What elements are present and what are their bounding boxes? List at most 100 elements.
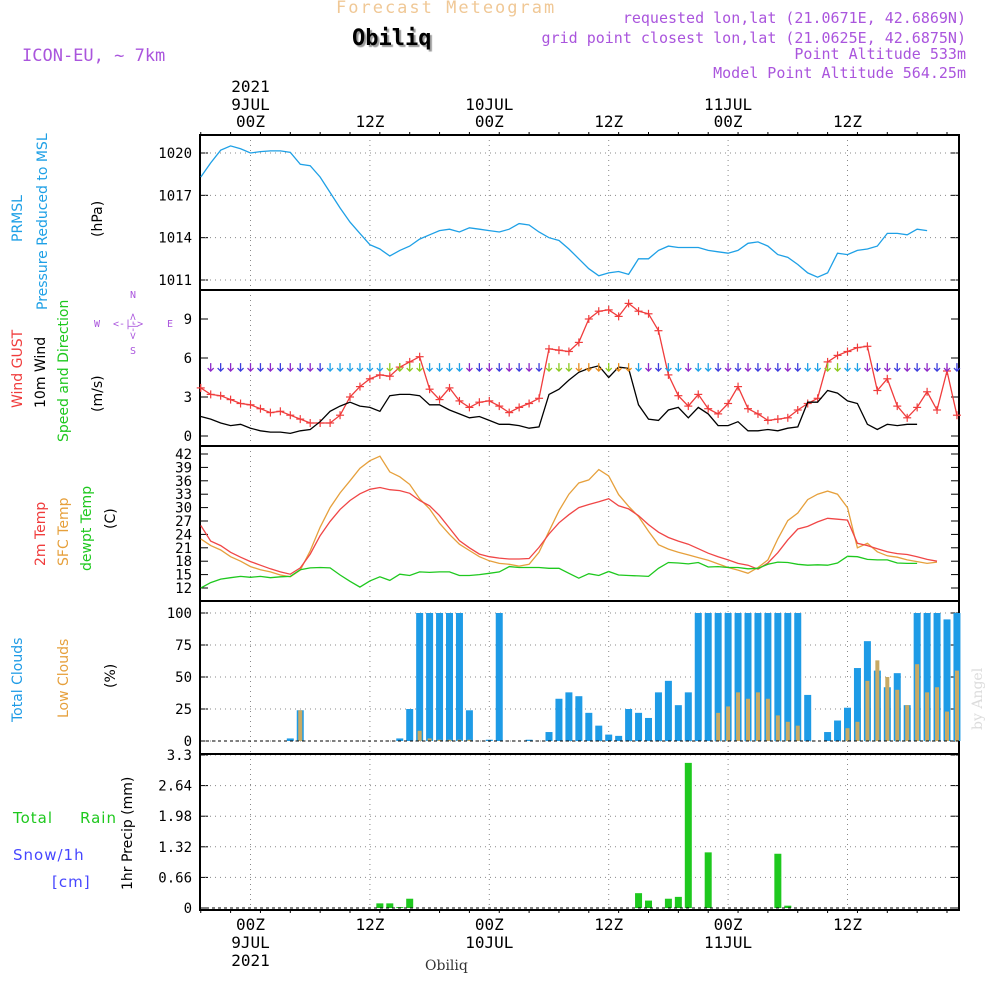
wind-arrow-head [654,367,662,373]
top-day-label: 11JUL [704,95,752,114]
rain-bar [784,905,792,908]
total-cloud-bar [834,720,842,741]
point-altitude: Point Altitude 533m [794,45,966,63]
wind-arrow-head [237,367,245,373]
bottom-day-label: 10JUL [465,933,513,952]
compass-we-axis: <-|-> [113,319,144,330]
wind-arrow-head [933,367,941,373]
bottom-hour-label: 12Z [594,915,623,934]
wind-arrow-head [635,367,643,373]
panel-frame [199,134,960,291]
total-cloud-bar [416,613,424,741]
total-cloud-bar [495,613,503,741]
wind-arrow-head [585,367,593,373]
compass-n: N [130,290,137,301]
wind-arrow-head [475,367,483,373]
wind-arrow-head [575,367,583,373]
total-rain-label-2: Rain [80,809,117,827]
top-hour-label: 00Z [475,112,504,131]
y-tick-label: 50 [175,670,192,686]
wind-arrow-head [873,367,881,373]
y-tick-label: 1017 [158,188,192,204]
y-tick-label: 12 [175,581,192,597]
low-cloud-bar [298,710,303,741]
bottom-day-label: 9JUL [231,933,270,952]
compass-w: W [94,319,101,330]
model-altitude: Model Point Altitude 564.25m [713,64,966,82]
low-cloud-bar [457,739,462,741]
top-hour-label: 12Z [355,112,384,131]
total-cloud-bar [545,732,553,741]
snow-label: Snow/1h [13,846,85,864]
total-cloud-bar [804,694,812,741]
wind-arrow-head [376,367,384,373]
y-tick-label: 33 [175,487,192,503]
y-tick-label: 1.32 [158,840,192,856]
total-cloud-bar [635,712,643,741]
wind-arrow-head [356,367,364,373]
total-cloud-bar [555,698,563,741]
y-tick-label: 3 [184,390,192,406]
wind-arrow-head [684,367,692,373]
wind-arrow-head [565,367,573,373]
low-cloud-bar [785,721,790,741]
wind-arrow-head [485,367,493,373]
wind-arrow-head [724,367,732,373]
wind-arrow-head [943,367,951,373]
dewpt-line [200,555,918,589]
total-cloud-bar [446,613,453,741]
total-cloud-bar [844,707,851,741]
y-tick-label: 6 [184,351,192,367]
top-hour-label: 12Z [594,112,623,131]
bottom-hour-label: 12Z [355,915,384,934]
rain-bar [774,853,782,908]
total-cloud-bar [465,710,473,741]
wind-arrow-head [853,367,861,373]
panel-precip: 0 0.66 1.32 1.98 2.64 3.3 [158,748,960,917]
wind-arrow-head [714,367,722,373]
y-tick-label: 9 [184,312,192,328]
y-tick-label: 42 [175,447,192,463]
total-cloud-bar [824,732,832,741]
low-cloud-bar [736,692,741,741]
sfc-temp-line [200,455,938,578]
low-cloud-bar [746,698,750,741]
total-cloud-bar [575,696,583,741]
y-tick-label: 1011 [158,273,192,289]
wind-arrow-head [247,367,254,373]
y-tick-label: 27 [175,514,192,530]
footer-location: Obiliq [425,958,468,974]
wind-arrow-head [207,367,215,373]
wind-arrow-head [426,367,434,373]
total-cloud-bar [664,680,672,741]
rain-bar [664,898,672,908]
total-cloud-bar [774,613,782,741]
wind-arrow-head [615,367,623,373]
low-cloud-bar [427,738,432,741]
wind-arrow-head [515,367,523,373]
low-cloud-bar [855,721,860,741]
total-cloud-bar [406,709,414,741]
wind-arrow-head [605,367,613,373]
compass-s: S [130,346,137,357]
wind-arrow-head [744,367,752,373]
top-year-label: 2021 [231,77,270,96]
total-cloud-bar [625,709,633,741]
wind-arrow-head [863,367,871,373]
total-cloud-bar [943,619,951,741]
compass-e: E [167,319,174,330]
grid-point: grid point closest lon,lat (21.0625E, 42… [541,29,966,47]
wind-arrow-head [406,367,414,373]
wind-arrow-head [495,367,503,373]
low-cloud-bar [795,725,800,741]
top-hour-label: 00Z [714,112,743,131]
low-cloud-bar [437,739,442,741]
snow-unit-label: [cm] [52,873,91,891]
low-cloud-bar [945,711,949,741]
y-tick-label: 0 [184,901,192,917]
low-cloud-bar [467,739,472,741]
wind-arrow-head [694,367,702,373]
low-cloud-bar [875,660,880,741]
y-tick-label: 100 [167,606,192,622]
